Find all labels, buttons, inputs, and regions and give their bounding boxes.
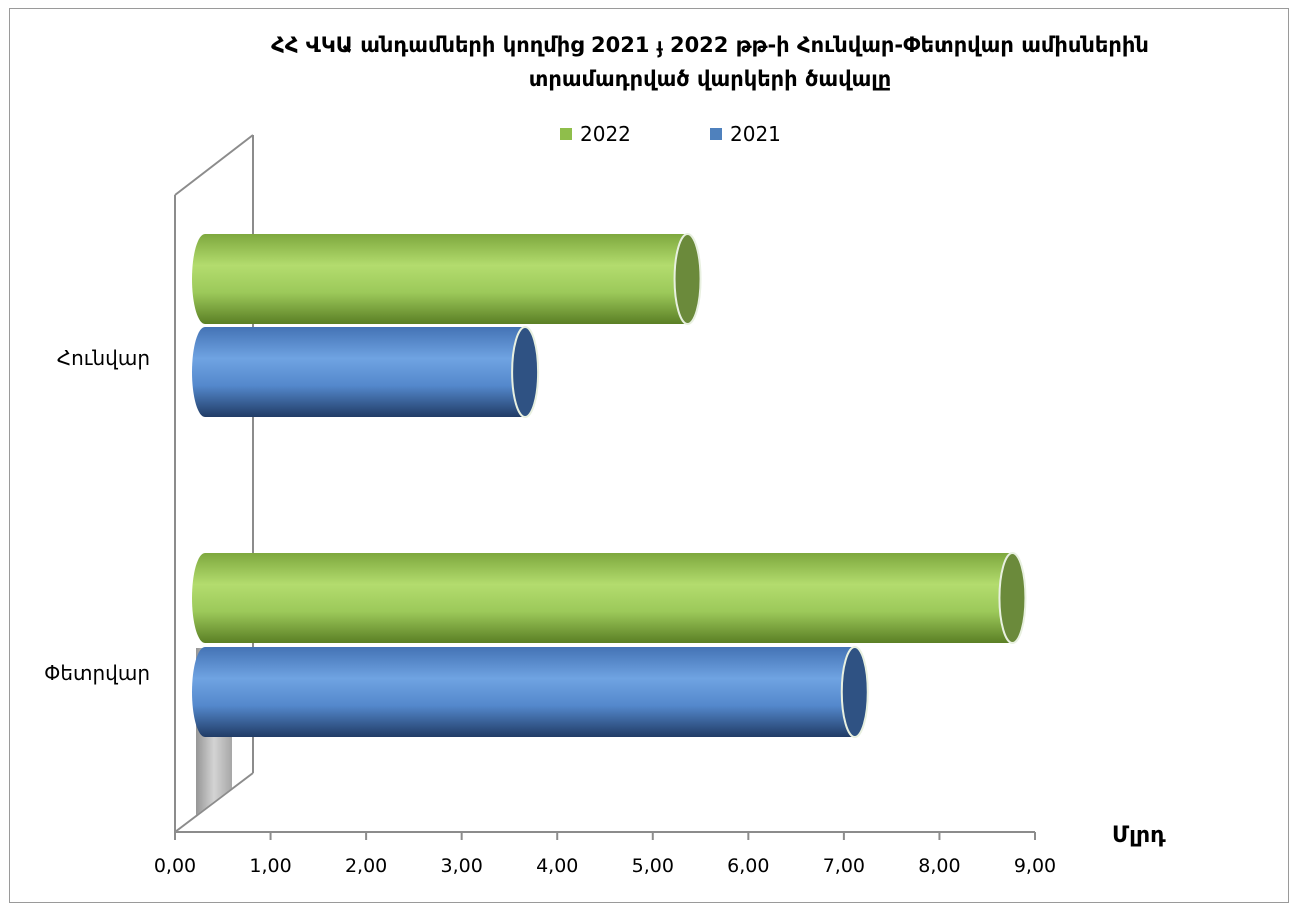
legend-swatch-2022 bbox=[560, 128, 572, 140]
wall-top-edge bbox=[174, 134, 254, 196]
legend-label-2022: 2022 bbox=[580, 122, 631, 146]
legend-item-2021: 2021 bbox=[710, 122, 781, 146]
bar-body bbox=[192, 553, 1013, 643]
bar-body bbox=[192, 234, 688, 324]
chart-title-line2: տրամադրված վարկերի ծավալը bbox=[528, 67, 892, 91]
bar-2022-feb bbox=[192, 552, 1027, 644]
legend-label-2021: 2021 bbox=[730, 122, 781, 146]
category-label-feb: Փետրվար bbox=[44, 661, 150, 685]
bar-2021-jan bbox=[192, 326, 540, 418]
bar-end-cap bbox=[511, 326, 540, 418]
x-axis-unit-label: Մլրդ bbox=[1112, 823, 1166, 848]
bar-end-cap bbox=[840, 646, 869, 738]
bar-body bbox=[192, 647, 855, 737]
x-tick-marks bbox=[174, 832, 1036, 840]
x-tick-label: 9,00 bbox=[1013, 855, 1057, 877]
bar-2021-feb bbox=[192, 646, 869, 738]
legend-item-2022: 2022 bbox=[560, 122, 631, 146]
legend-swatch-2021 bbox=[710, 128, 722, 140]
x-tick-label: 1,00 bbox=[249, 855, 292, 877]
x-tick-label: 7,00 bbox=[822, 855, 866, 877]
x-tick-label: 8,00 bbox=[918, 855, 961, 877]
x-tick-label: 2,00 bbox=[344, 855, 388, 877]
x-tick-label: 0,00 bbox=[153, 855, 197, 877]
bar-2022-jan bbox=[192, 233, 702, 325]
bars bbox=[192, 233, 1027, 738]
category-label-jan: Հունվար bbox=[56, 346, 150, 370]
bar-end-cap bbox=[673, 233, 702, 325]
wall-bottom-edge bbox=[174, 772, 254, 833]
bar-end-cap bbox=[998, 552, 1027, 644]
legend: 2022 2021 bbox=[0, 122, 1298, 152]
x-tick-label: 6,00 bbox=[727, 855, 770, 877]
x-tick-label: 3,00 bbox=[440, 855, 483, 877]
chart-title-line1: ՀՀ ՎԿԱ անդամների կողմից 2021 ֈ 2022 թթ-ի… bbox=[271, 33, 1149, 57]
x-tick-label: 5,00 bbox=[631, 855, 674, 877]
x-tick-label: 4,00 bbox=[536, 855, 579, 877]
bar-body bbox=[192, 327, 526, 417]
